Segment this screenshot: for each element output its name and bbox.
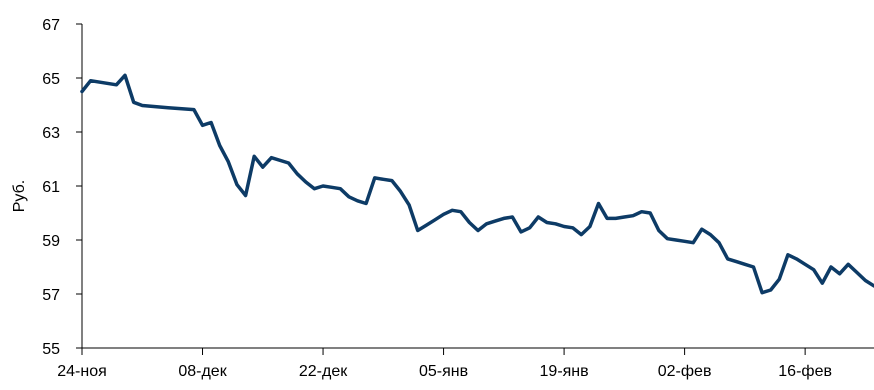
y-axis-title: Руб. — [11, 180, 28, 212]
series-line — [80, 73, 874, 295]
x-tick-label: 05-янв — [419, 363, 468, 380]
y-tick-label: 63 — [42, 125, 60, 142]
x-tick-label: 08-дек — [178, 363, 227, 380]
x-tick-label: 19-янв — [540, 363, 589, 380]
x-tick-label: 02-фев — [658, 363, 712, 380]
x-axis: 24-ноя 08-дек 22-дек 05-янв 19-янв 02-фев 16-ф… — [57, 347, 874, 380]
y-tick-label: 61 — [42, 179, 60, 196]
y-tick-label: 55 — [42, 341, 60, 358]
x-tick-label: 24-ноя — [57, 363, 107, 380]
y-tick-label: 67 — [42, 17, 60, 34]
y-axis: 55 57 59 61 63 65 67 — [42, 17, 83, 358]
series-layer — [80, 73, 874, 295]
x-tick-label: 22-дек — [299, 363, 348, 380]
y-tick-label: 59 — [42, 233, 60, 250]
y-tick-label: 57 — [42, 287, 60, 304]
y-tick-label: 65 — [42, 71, 60, 88]
x-tick-label: 16-фев — [778, 363, 832, 380]
